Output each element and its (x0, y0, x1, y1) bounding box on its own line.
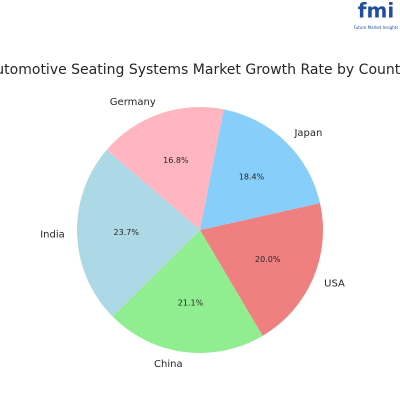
category-label: India (40, 230, 65, 241)
category-label: Germany (110, 97, 156, 108)
category-label: China (154, 359, 183, 370)
value-label: 21.1% (178, 299, 204, 308)
value-label: 20.0% (255, 255, 281, 264)
pie-slice (112, 230, 263, 353)
pie-slice (200, 203, 323, 336)
logo-tagline: Future Market Insights (354, 25, 399, 30)
pie-slice (106, 107, 224, 230)
pie-slice (77, 149, 200, 317)
value-label: 23.7% (114, 228, 140, 237)
value-label: 18.4% (239, 173, 265, 182)
value-label: 16.8% (163, 156, 189, 165)
pie-slice (200, 109, 321, 230)
logo-mark: fmi (358, 0, 394, 23)
chart-title: Automotive Seating Systems Market Growth… (0, 62, 400, 78)
category-label: USA (324, 279, 345, 290)
category-label: Japan (293, 128, 322, 139)
